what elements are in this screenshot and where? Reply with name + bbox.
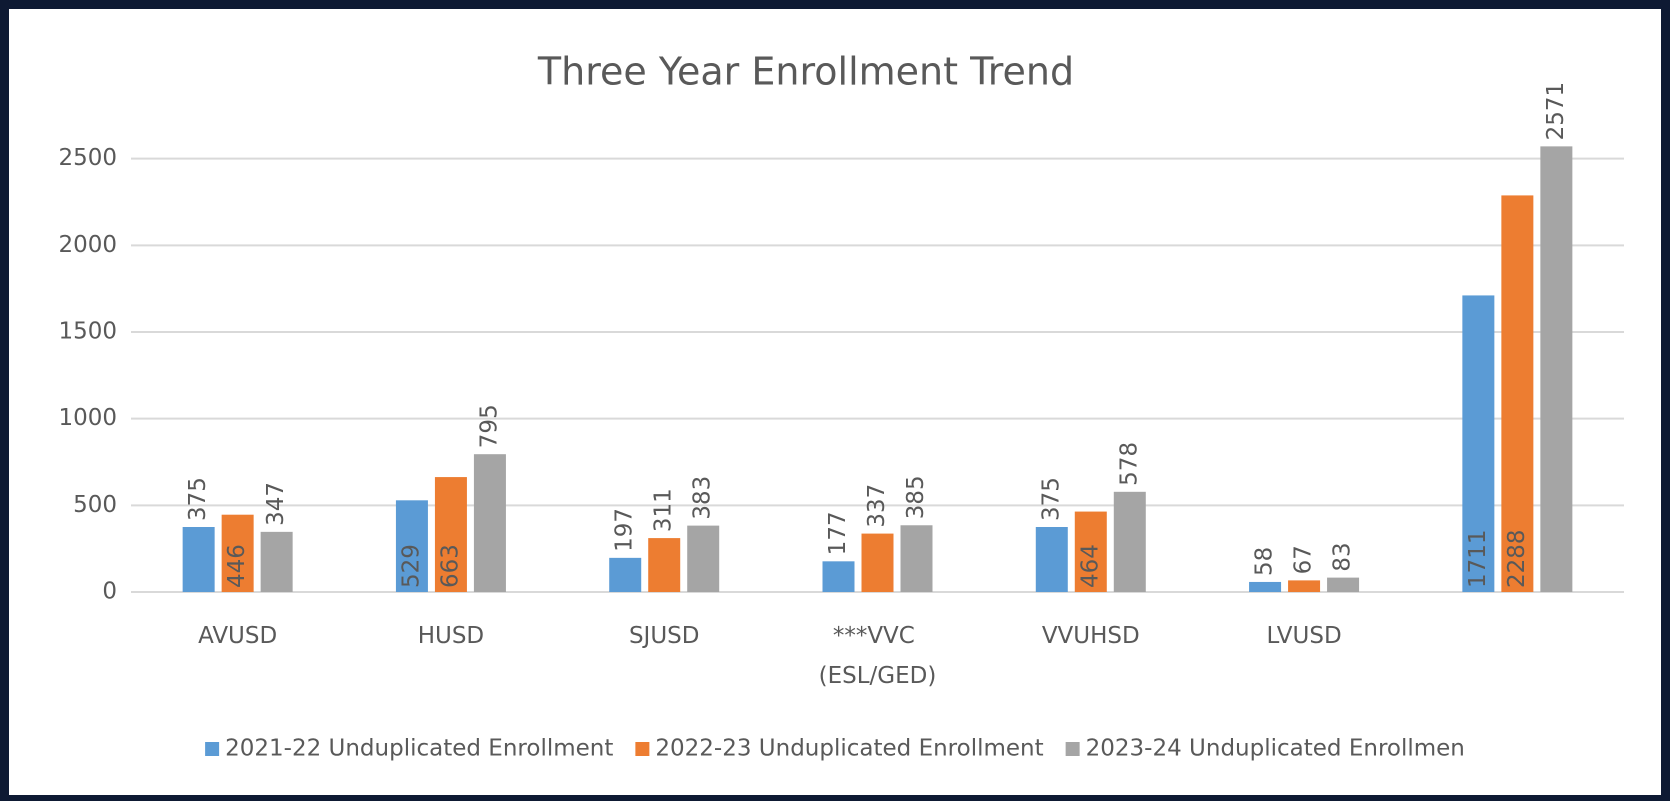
legend-label: 2023-24 Unduplicated Enrollmen	[1086, 736, 1465, 762]
data-label: 578	[1116, 442, 1142, 486]
legend-swatch	[635, 742, 650, 756]
data-label: 1711	[1465, 529, 1491, 588]
x-tick-label: VVUHSD	[1042, 623, 1140, 649]
bar	[1501, 195, 1534, 592]
y-tick-label: 2500	[58, 145, 117, 171]
data-label: 2288	[1504, 529, 1530, 588]
bar	[900, 525, 933, 592]
bar	[260, 531, 293, 592]
legend-label: 2021-22 Unduplicated Enrollment	[225, 736, 613, 762]
data-label: 529	[398, 544, 424, 588]
y-tick-label: 0	[102, 579, 117, 605]
data-label: 67	[1291, 545, 1317, 574]
data-label: 375	[185, 477, 211, 521]
y-tick-label: 2000	[58, 232, 117, 258]
data-label: 347	[263, 482, 289, 526]
data-label: 375	[1038, 477, 1064, 521]
data-label: 383	[690, 476, 716, 520]
data-label: 2571	[1543, 82, 1569, 141]
bar	[822, 561, 855, 592]
bar	[1249, 581, 1282, 592]
legend-label: 2022-23 Unduplicated Enrollment	[655, 736, 1043, 762]
data-label: 311	[651, 488, 677, 532]
chart-area	[9, 9, 1661, 795]
x-tick-label: HUSD	[418, 623, 484, 649]
bar	[1113, 491, 1146, 592]
y-tick-label: 500	[73, 492, 117, 518]
bar	[182, 527, 215, 592]
data-label: 337	[864, 484, 890, 528]
bar	[1035, 527, 1068, 592]
x-tick-label: SJUSD	[629, 623, 700, 649]
bar	[395, 500, 428, 592]
data-label: 663	[437, 544, 463, 588]
legend: 2021-22 Unduplicated Enrollment 2022-23 U…	[205, 736, 1465, 762]
bar	[648, 538, 681, 592]
data-label: 197	[612, 508, 638, 552]
bar	[473, 454, 506, 592]
bar	[861, 533, 894, 592]
data-label: 385	[903, 475, 929, 519]
bar	[1288, 580, 1321, 592]
data-label: 446	[224, 544, 250, 588]
data-label: 58	[1252, 547, 1278, 576]
bar	[1540, 146, 1573, 593]
y-tick-label: 1500	[58, 319, 117, 345]
bar	[1074, 511, 1107, 592]
bar	[1327, 577, 1360, 592]
x-tick-label: AVUSD	[198, 623, 277, 649]
legend-swatch	[205, 742, 220, 756]
y-tick-label: 1000	[58, 405, 117, 431]
bar	[1462, 295, 1495, 592]
bar	[221, 514, 254, 592]
data-label: 177	[825, 511, 851, 555]
data-label: 464	[1077, 544, 1103, 588]
data-label: 795	[476, 404, 502, 448]
legend-swatch	[1065, 742, 1080, 756]
x-tick-label: ***VVC (ESL/GED)	[819, 623, 937, 689]
bar	[609, 557, 642, 592]
bar	[434, 477, 467, 592]
chart-title: Three Year Enrollment Trend	[537, 50, 1074, 94]
data-label: 83	[1330, 542, 1356, 571]
bar	[687, 525, 720, 592]
x-tick-label: LVUSD	[1266, 623, 1341, 649]
